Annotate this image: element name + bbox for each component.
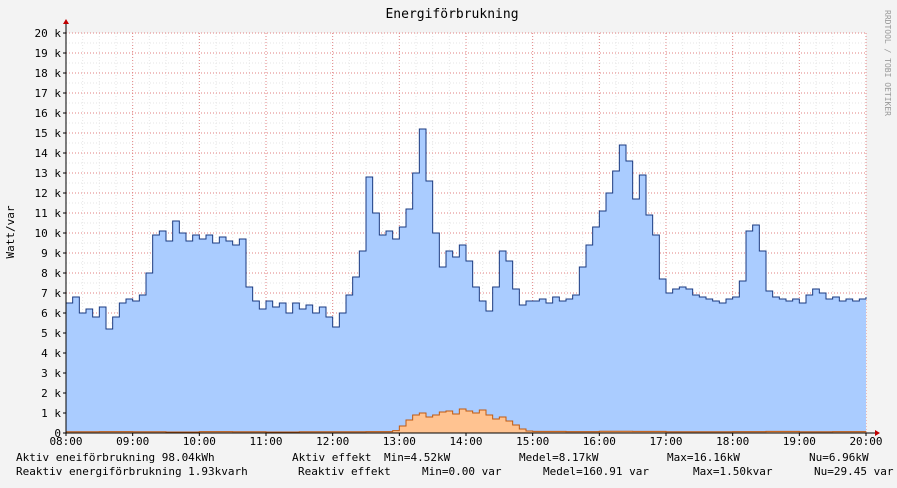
y-tick-label: 5 k bbox=[41, 327, 61, 340]
y-tick-label: 8 k bbox=[41, 267, 61, 280]
y-tick-label: 0 bbox=[54, 427, 61, 440]
series-1-line bbox=[66, 408, 867, 433]
x-axis-arrow bbox=[875, 430, 880, 436]
y-tick-label: 20 k bbox=[35, 27, 62, 40]
y-tick-label: 11 k bbox=[35, 207, 62, 220]
chart-title: Energiförbrukning bbox=[385, 7, 518, 22]
y-tick-label: 16 k bbox=[35, 107, 62, 120]
y-tick-label: 17 k bbox=[35, 87, 62, 100]
y-tick-label: 15 k bbox=[35, 127, 62, 140]
x-tick-label: 17:00 bbox=[649, 435, 682, 448]
x-tick-label: 18:00 bbox=[716, 435, 749, 448]
legend-item: Min=0.00 var bbox=[422, 465, 502, 478]
y-axis-label: Watt/var bbox=[4, 205, 17, 258]
legend-item: Reaktiv effekt bbox=[298, 465, 391, 478]
legend-item: Max=1.50kvar bbox=[693, 465, 773, 478]
y-tick-label: 19 k bbox=[35, 47, 62, 60]
y-tick-label: 14 k bbox=[35, 147, 62, 160]
series-0-area bbox=[66, 129, 866, 433]
x-tick-label: 08:00 bbox=[49, 435, 82, 448]
y-tick-label: 2 k bbox=[41, 387, 61, 400]
y-tick-label: 13 k bbox=[35, 167, 62, 180]
series-group bbox=[66, 128, 867, 433]
x-tick-label: 11:00 bbox=[249, 435, 282, 448]
y-tick-label: 18 k bbox=[35, 67, 62, 80]
x-tick-label: 16:00 bbox=[583, 435, 616, 448]
axes bbox=[63, 19, 880, 436]
y-tick-label: 12 k bbox=[35, 187, 62, 200]
y-axis-ticks: 0 1 k 2 k 3 k 4 k 5 k 6 k 7 k 8 k 9 k 10 k 11 k 12 k… bbox=[35, 27, 66, 440]
x-tick-label: 09:00 bbox=[116, 435, 149, 448]
legend-item: Aktiv effekt bbox=[292, 451, 372, 464]
series-1-area bbox=[66, 409, 866, 433]
x-tick-label: 15:00 bbox=[516, 435, 549, 448]
x-tick-label: 13:00 bbox=[383, 435, 416, 448]
legend-item: Medel=160.91 var bbox=[543, 465, 649, 478]
x-tick-label: 19:00 bbox=[783, 435, 816, 448]
y-axis-arrow bbox=[63, 19, 69, 24]
legend-row-reactive: Reaktiv energiförbrukning 1.93kvarh Reakt… bbox=[0, 465, 897, 479]
legend-item: Aktiv eneiförbrukning 98.04kWh bbox=[16, 451, 215, 464]
x-tick-label: 20:00 bbox=[849, 435, 882, 448]
legend-item: Reaktiv energiförbrukning 1.93kvarh bbox=[16, 465, 248, 478]
legend-item: Nu=6.96kW bbox=[809, 451, 869, 464]
legend-item: Min=4.52kW bbox=[384, 451, 451, 464]
y-tick-label: 9 k bbox=[41, 247, 61, 260]
x-tick-label: 12:00 bbox=[316, 435, 349, 448]
watermark: RRDTOOL / TOBI OETIKER bbox=[883, 10, 892, 116]
x-axis-ticks: 08:00 09:00 10:00 11:00 12:00 13:00 14:00 15:00… bbox=[49, 433, 883, 448]
x-tick-label: 10:00 bbox=[183, 435, 216, 448]
y-tick-label: 6 k bbox=[41, 307, 61, 320]
legend-row-active: Aktiv eneiförbrukning 98.04kWh Aktiv effe… bbox=[0, 451, 897, 465]
y-tick-label: 4 k bbox=[41, 347, 61, 360]
y-tick-label: 7 k bbox=[41, 287, 61, 300]
y-tick-label: 3 k bbox=[41, 367, 61, 380]
legend-item: Medel=8.17kW bbox=[519, 451, 599, 464]
y-tick-label: 1 k bbox=[41, 407, 61, 420]
y-tick-label: 10 k bbox=[35, 227, 62, 240]
series-0-line bbox=[66, 128, 867, 330]
legend-item: Max=16.16kW bbox=[667, 451, 740, 464]
x-tick-label: 14:00 bbox=[449, 435, 482, 448]
legend-item: Nu=29.45 var bbox=[814, 465, 894, 478]
